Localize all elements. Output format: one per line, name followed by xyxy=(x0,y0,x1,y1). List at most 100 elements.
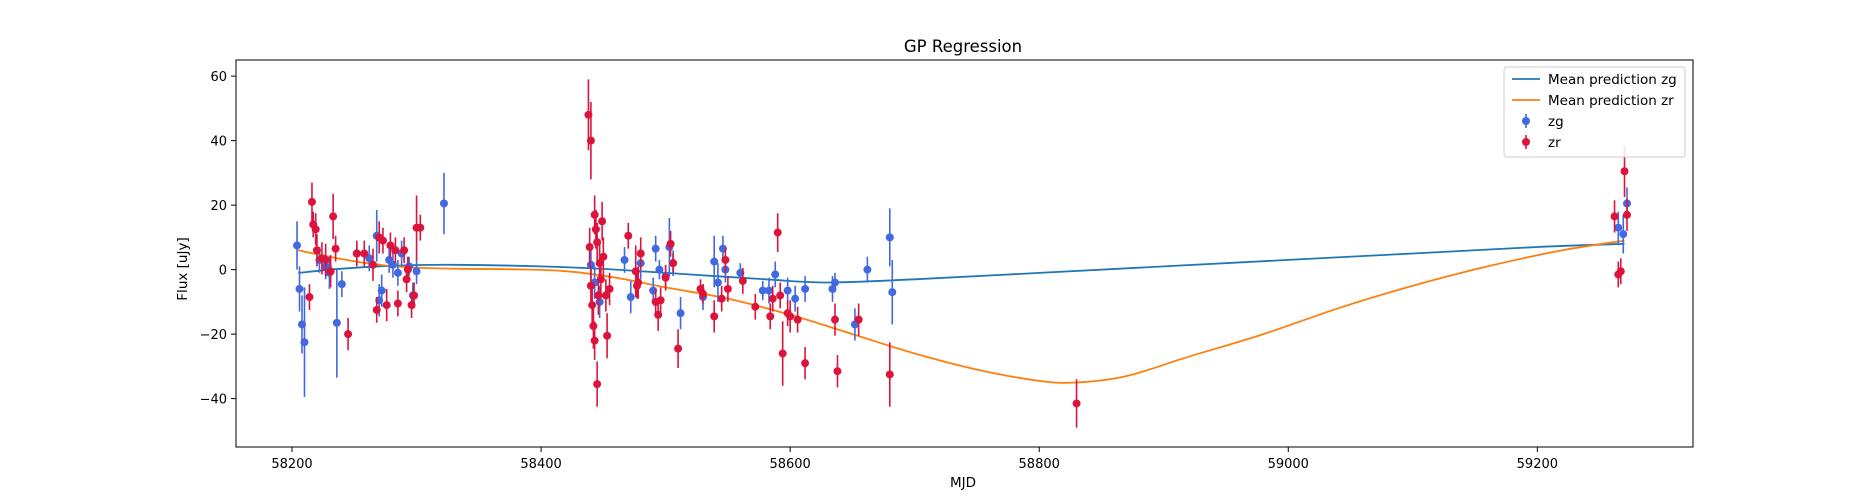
data-point xyxy=(666,239,675,248)
data-point xyxy=(768,294,777,303)
data-point xyxy=(598,217,607,226)
data-point xyxy=(403,265,412,274)
data-point xyxy=(863,265,872,274)
data-point xyxy=(751,302,760,311)
data-point xyxy=(591,225,600,234)
plot-clipped-group xyxy=(293,79,1631,428)
data-point xyxy=(393,299,402,308)
data-point xyxy=(586,281,595,290)
axes: 58200 58400 58600 58800 59000 59200 −40 −20 0 20 4… xyxy=(200,59,1694,472)
data-point xyxy=(651,244,660,253)
data-point xyxy=(332,318,341,327)
data-point xyxy=(710,312,719,321)
mean-prediction-line-zg xyxy=(298,242,1625,284)
data-point xyxy=(382,301,391,310)
data-point xyxy=(372,305,381,314)
legend-label: Mean prediction zg xyxy=(1548,72,1677,88)
legend-item: zr xyxy=(1522,135,1561,151)
series-zr xyxy=(305,79,1631,428)
data-point xyxy=(766,312,775,321)
data-point xyxy=(885,370,894,379)
data-point xyxy=(344,330,353,339)
data-point xyxy=(1072,399,1081,408)
data-point xyxy=(791,294,800,303)
data-point xyxy=(400,246,409,255)
data-point xyxy=(1616,267,1625,276)
data-point xyxy=(636,249,645,258)
data-point xyxy=(885,233,894,242)
legend-label: Mean prediction zr xyxy=(1548,93,1674,109)
data-point xyxy=(854,315,863,324)
data-point xyxy=(620,255,629,264)
data-point xyxy=(590,336,599,345)
plot-area xyxy=(293,79,1631,428)
data-point xyxy=(293,241,302,250)
data-point xyxy=(717,294,726,303)
data-point xyxy=(603,331,612,340)
data-point xyxy=(1614,223,1623,232)
y-tick-label: 20 xyxy=(210,199,227,214)
data-point xyxy=(337,280,346,289)
data-point xyxy=(305,293,314,302)
data-point xyxy=(596,275,605,284)
data-point xyxy=(776,291,785,300)
x-tick-label: 58600 xyxy=(769,457,810,472)
data-point xyxy=(605,284,614,293)
data-point xyxy=(329,212,338,221)
x-tick-label: 59200 xyxy=(1517,457,1558,472)
data-point xyxy=(412,267,421,276)
data-point xyxy=(661,273,670,282)
y-tick-label: 0 xyxy=(219,264,227,279)
axes-frame xyxy=(235,59,1694,448)
data-point xyxy=(331,244,340,253)
x-tick-label: 58200 xyxy=(271,457,312,472)
data-point xyxy=(830,278,839,287)
data-point xyxy=(352,249,361,258)
data-point xyxy=(601,291,610,300)
data-point xyxy=(360,249,369,258)
y-tick-label: 40 xyxy=(210,135,227,150)
chart-title: GP Regression xyxy=(904,37,1022,56)
legend-label: zg xyxy=(1548,114,1564,130)
data-point xyxy=(698,289,707,298)
data-point xyxy=(311,225,320,234)
data-point xyxy=(669,259,678,268)
y-tick-label: 60 xyxy=(210,70,227,85)
y-tick-label: −20 xyxy=(200,328,227,343)
data-point xyxy=(833,367,842,376)
legend-item: Mean prediction zg xyxy=(1512,72,1677,88)
data-point xyxy=(655,265,664,274)
data-point xyxy=(386,241,395,250)
data-point xyxy=(801,284,810,293)
data-point xyxy=(312,246,321,255)
x-tick-label: 58800 xyxy=(1019,457,1060,472)
data-point xyxy=(599,252,608,261)
y-tick-label: −40 xyxy=(200,393,227,408)
data-point xyxy=(793,315,802,324)
data-point xyxy=(295,284,304,293)
data-point xyxy=(713,278,722,287)
data-point xyxy=(1619,230,1628,239)
x-tick-label: 58400 xyxy=(520,457,561,472)
series-zg xyxy=(293,172,1631,398)
data-point xyxy=(624,231,633,240)
data-point xyxy=(593,380,602,389)
data-point xyxy=(656,296,665,305)
data-point xyxy=(326,267,335,276)
data-point xyxy=(674,344,683,353)
data-point xyxy=(1610,212,1619,221)
legend-marker-swatch xyxy=(1522,138,1530,146)
data-point xyxy=(758,286,767,295)
legend-box xyxy=(1503,66,1686,158)
data-point xyxy=(393,268,402,277)
data-point xyxy=(783,286,792,295)
data-point xyxy=(773,228,782,237)
x-tick-label: 59000 xyxy=(1268,457,1309,472)
data-point xyxy=(416,223,425,232)
data-point xyxy=(778,349,787,358)
data-point xyxy=(1622,210,1631,219)
data-point xyxy=(626,293,635,302)
data-point xyxy=(764,286,773,295)
data-point xyxy=(378,236,387,245)
